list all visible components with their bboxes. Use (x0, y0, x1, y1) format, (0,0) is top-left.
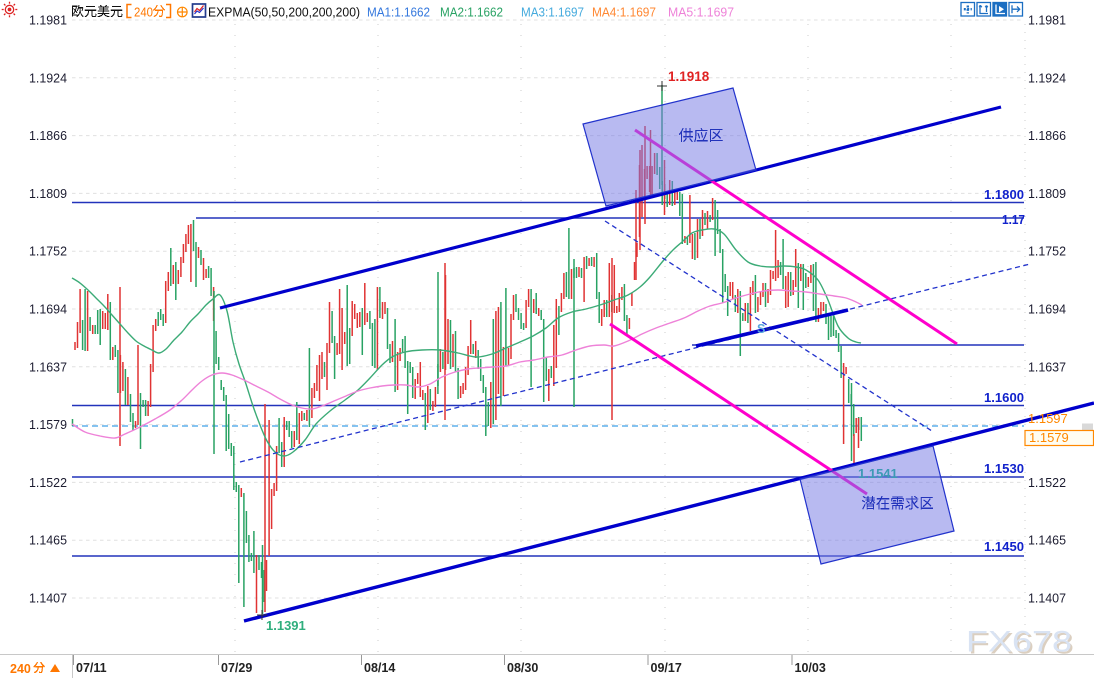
svg-text:1.1637: 1.1637 (29, 359, 67, 374)
svg-text:MA1:1.1662: MA1:1.1662 (367, 5, 430, 20)
svg-text:1.1918: 1.1918 (668, 69, 710, 84)
svg-text:1.1522: 1.1522 (1028, 475, 1066, 490)
svg-text:07/29: 07/29 (221, 661, 252, 675)
svg-text:1.1530: 1.1530 (984, 461, 1024, 476)
svg-text:09/17: 09/17 (651, 661, 682, 675)
svg-text:240: 240 (134, 5, 153, 20)
svg-text:240: 240 (10, 662, 31, 676)
svg-text:1.1541: 1.1541 (858, 466, 898, 481)
svg-text:1.1981: 1.1981 (1028, 13, 1066, 28)
svg-text:1.1981: 1.1981 (29, 13, 67, 28)
svg-text:FX678: FX678 (966, 626, 1072, 659)
svg-text:1.1597: 1.1597 (1028, 411, 1068, 426)
svg-text:1.1407: 1.1407 (1028, 591, 1066, 606)
svg-text:1.1391: 1.1391 (266, 618, 306, 633)
svg-text:1.1450: 1.1450 (984, 539, 1024, 554)
svg-text:1.1752: 1.1752 (1028, 244, 1066, 259)
svg-text:1.1579: 1.1579 (1029, 430, 1069, 445)
svg-text:1.1866: 1.1866 (29, 128, 67, 143)
svg-text:08/14: 08/14 (364, 661, 395, 675)
svg-text:10/03: 10/03 (795, 661, 826, 675)
svg-text:1.1522: 1.1522 (29, 475, 67, 490)
svg-text:1.1694: 1.1694 (1028, 302, 1066, 317)
svg-text:1.1465: 1.1465 (29, 533, 67, 548)
svg-text:1.1809: 1.1809 (1028, 186, 1066, 201)
svg-text:1.1924: 1.1924 (29, 70, 67, 85)
svg-text:1.17: 1.17 (1002, 212, 1025, 227)
svg-text:1.1579: 1.1579 (29, 417, 67, 432)
svg-text:1.1465: 1.1465 (1028, 533, 1066, 548)
svg-text:1.1600: 1.1600 (984, 390, 1024, 405)
svg-text:08/30: 08/30 (507, 661, 538, 675)
svg-text:MA2:1.1662: MA2:1.1662 (440, 5, 503, 20)
svg-text:1.1694: 1.1694 (29, 302, 67, 317)
svg-text:1.1800: 1.1800 (984, 187, 1024, 202)
svg-text:1.1924: 1.1924 (1028, 70, 1066, 85)
svg-text:1.1752: 1.1752 (29, 244, 67, 259)
svg-text:MA5:1.1697: MA5:1.1697 (668, 5, 734, 20)
svg-text:1.1866: 1.1866 (1028, 128, 1066, 143)
svg-text:1.1637: 1.1637 (1028, 359, 1066, 374)
svg-text:S: S (757, 322, 765, 336)
svg-text:EXPMA(50,50,200,200,200): EXPMA(50,50,200,200,200) (208, 5, 360, 20)
svg-text:1.1809: 1.1809 (29, 186, 67, 201)
svg-text:07/11: 07/11 (76, 661, 107, 675)
svg-text:MA3:1.1697: MA3:1.1697 (521, 5, 584, 20)
svg-text:MA4:1.1697: MA4:1.1697 (592, 5, 656, 20)
svg-text:1.1407: 1.1407 (29, 591, 67, 606)
